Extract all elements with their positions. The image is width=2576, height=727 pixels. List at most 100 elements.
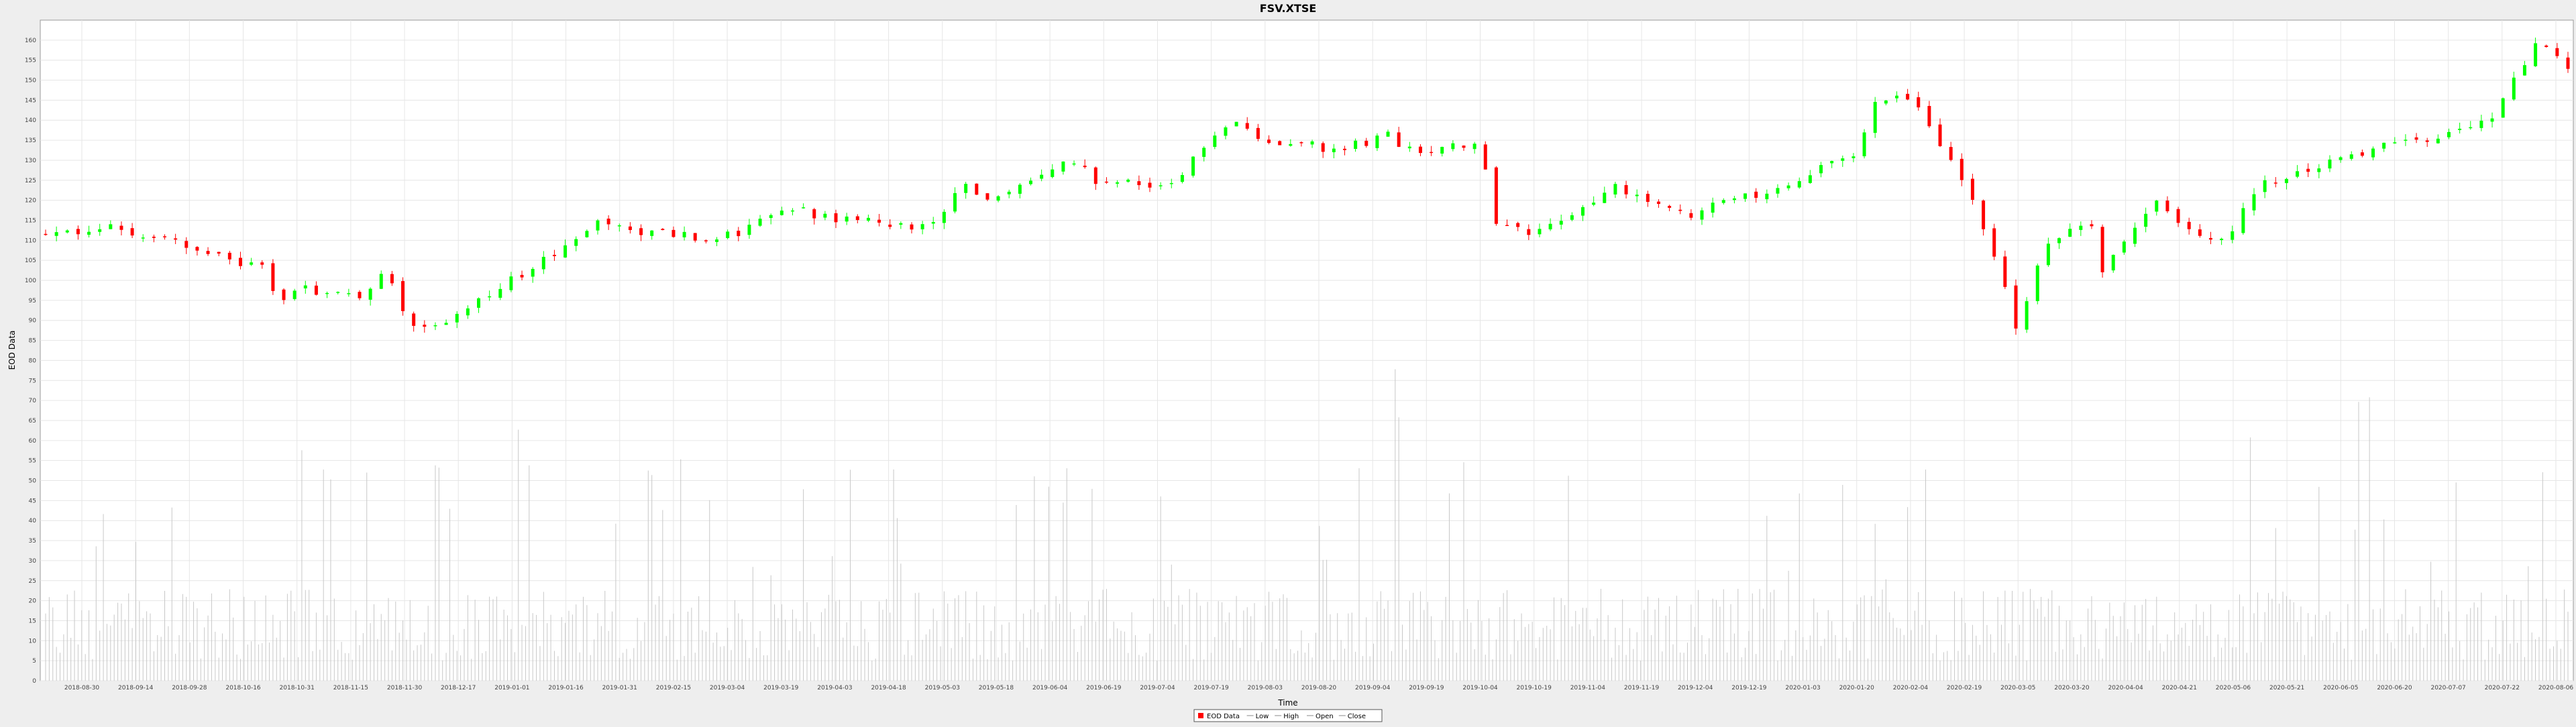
candle-body [823,213,827,218]
y-tick-label: 70 [29,398,37,404]
y-tick-label: 50 [29,478,37,485]
candle-body [1538,229,1542,235]
candle-body [520,274,524,278]
candle-body [2296,171,2300,177]
candle-body [953,192,957,212]
x-tick-label: 2019-02-15 [656,685,691,691]
candle-body [401,281,405,311]
candle-body [184,241,189,248]
candle-body [2263,180,2267,192]
y-tick-label: 145 [25,97,36,104]
x-tick-label: 2020-06-05 [2323,685,2358,691]
x-tick-label: 2019-01-16 [548,685,584,691]
candle-body [1949,147,1953,160]
candle-body [2025,301,2029,330]
candle-body [130,228,134,236]
legend-item: Close [1348,713,1366,720]
candle-body [1007,191,1011,194]
candle-body [2252,194,2256,211]
candle-body [1646,193,1650,203]
candle-body [1906,93,1910,100]
candle-body [195,247,199,251]
candle-body [1635,194,1639,197]
candle-body [390,274,394,284]
candle-body [737,231,741,237]
candle-body [2155,201,2159,212]
candle-body [1451,143,1455,150]
candle-body [628,226,632,230]
legend: EOD Data Low High Open Close [1193,709,1383,722]
candle-body [812,209,816,219]
legend-item: High [1283,713,1299,720]
candle-body [2393,142,2397,144]
candle-body [931,222,935,224]
candle-body [1982,201,1986,229]
legend-swatch [1198,713,1203,718]
candle-body [227,252,231,260]
candle-body [2328,159,2332,169]
candle-body [1169,182,1173,184]
candle-body [769,215,773,219]
candle-body [2360,152,2364,156]
candle-body [2100,227,2104,272]
candle-body [271,263,275,291]
legend-item: Low [1256,713,1269,720]
candle-body [1970,178,1974,200]
candle-body [87,231,91,235]
grid [40,20,2573,681]
candle-body [1711,203,1715,213]
candle-body [1797,181,1801,188]
candle-body [1375,135,1379,148]
x-tick-label: 2018-09-28 [172,685,207,691]
x-tick-label: 2019-11-04 [1570,685,1606,691]
candle-body [758,219,762,226]
candle-body [2306,168,2310,172]
candle-body [1656,201,1660,205]
candle-body [2479,120,2483,128]
candle-body [845,216,849,222]
candle-body [1278,141,1282,146]
candle-body [498,288,502,298]
x-tick-label: 2019-06-04 [1032,685,1068,691]
candle-body [942,211,946,223]
candle-body [780,210,784,215]
candle-body [1548,223,1552,229]
candle-body [1148,182,1152,188]
candle-body [2003,256,2007,287]
candle-body [1472,144,1477,150]
candle-body [715,239,719,242]
candle-body [76,229,80,235]
candle-body [2198,229,2202,236]
candle-body [488,296,492,298]
x-tick-label: 2020-03-20 [2054,685,2090,691]
candle-body [1516,223,1520,227]
y-tick-label: 110 [25,237,36,244]
x-tick-label: 2019-09-04 [1355,685,1391,691]
candle-body [2501,98,2505,118]
candle-body [693,233,697,241]
y-tick-label: 75 [29,378,36,384]
candle-body [877,219,881,223]
candle-body [1678,209,1682,211]
x-tick-label: 2019-04-18 [871,685,906,691]
x-tick-label: 2020-03-05 [2000,685,2035,691]
candle-body [747,225,751,235]
candle-body [174,238,178,240]
candle-body [44,233,48,235]
candle-body [802,207,806,209]
candle-body [606,218,610,225]
price-series [44,38,2570,335]
candle-body [1668,205,1672,208]
candle-body [336,292,340,293]
y-tick-label: 0 [32,678,36,685]
candle-body [2317,168,2321,172]
candle-body [996,196,1000,201]
candle-body [910,224,914,230]
x-tick-label: 2020-05-21 [2269,685,2304,691]
candle-body [1116,182,1120,184]
candle-body [1418,146,1422,154]
x-tick-label: 2019-05-03 [925,685,960,691]
x-tick-label: 2019-06-19 [1086,685,1122,691]
x-tick-label: 2019-01-01 [494,685,529,691]
x-tick-label: 2018-10-31 [280,685,315,691]
